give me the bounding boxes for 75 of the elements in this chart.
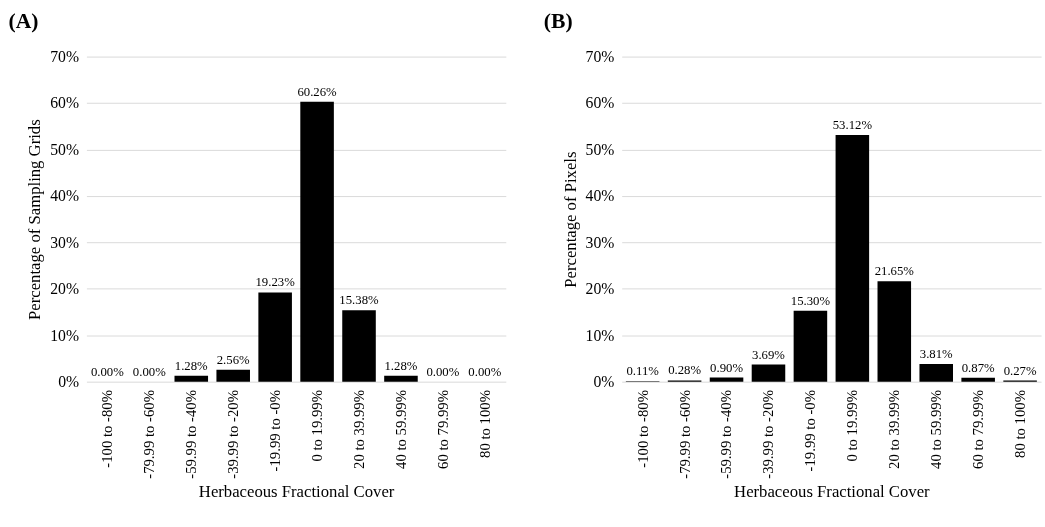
y-tick-label: 10% xyxy=(585,326,615,344)
x-tick-label: -19.99 to -0% xyxy=(802,390,819,472)
bar xyxy=(751,364,786,382)
y-tick-label: 20% xyxy=(50,280,80,298)
x-tick-label: -100 to -80% xyxy=(99,390,116,468)
y-tick-label: 40% xyxy=(50,187,80,205)
bar xyxy=(342,310,376,382)
x-tick-label: 40 to 59.99% xyxy=(392,390,409,469)
data-label: 0.00% xyxy=(426,364,460,379)
bar xyxy=(709,377,744,382)
x-tick-label: 20 to 39.99% xyxy=(886,390,903,469)
x-tick-label: 60 to 79.99% xyxy=(434,390,451,469)
bar xyxy=(835,134,870,382)
y-tick-label: 70% xyxy=(50,48,80,65)
x-tick-label: -19.99 to -0% xyxy=(267,390,284,472)
y-tick-label: 60% xyxy=(50,94,80,112)
x-tick-label: -59.99 to -40% xyxy=(718,390,735,479)
chart-title: (A) xyxy=(8,9,39,34)
bar xyxy=(216,369,250,382)
x-tick-label: -79.99 to -60% xyxy=(141,390,158,479)
y-tick-label: 0% xyxy=(593,373,615,391)
y-axis-title: Percentage of Sampling Grids xyxy=(25,119,45,320)
y-axis-title: Percentage of Pixels xyxy=(560,151,580,288)
bar xyxy=(300,101,334,382)
x-tick-label: -39.99 to -20% xyxy=(225,390,242,479)
x-tick-label: 80 to 100% xyxy=(1012,390,1029,458)
data-label: 15.30% xyxy=(790,293,831,308)
data-label: 53.12% xyxy=(832,118,873,133)
x-tick-label: -79.99 to -60% xyxy=(676,390,693,479)
data-label: 0.27% xyxy=(1003,363,1037,378)
y-tick-label: 10% xyxy=(50,326,80,344)
bar xyxy=(919,363,953,382)
data-label: 0.00% xyxy=(132,364,167,379)
x-tick-label: -59.99 to -40% xyxy=(183,390,200,479)
data-label: 15.38% xyxy=(339,293,380,308)
y-tick-label: 0% xyxy=(58,373,80,391)
chart-title: (B) xyxy=(543,9,573,34)
x-axis-title: Herbaceous Fractional Cover xyxy=(198,482,395,502)
y-tick-label: 50% xyxy=(585,140,615,158)
data-label: 3.69% xyxy=(752,347,786,362)
data-label: 0.90% xyxy=(710,360,744,375)
y-tick-label: 40% xyxy=(585,187,615,205)
y-tick-label: 60% xyxy=(585,94,615,112)
data-label: 1.28% xyxy=(384,358,418,373)
x-tick-label: 0 to 19.99% xyxy=(309,390,325,462)
x-tick-label: 40 to 59.99% xyxy=(928,390,945,469)
bar xyxy=(793,310,828,382)
y-tick-label: 30% xyxy=(585,233,615,251)
x-tick-label: -39.99 to -20% xyxy=(760,390,777,479)
data-label: 0.00% xyxy=(90,364,125,379)
y-tick-label: 70% xyxy=(585,48,615,65)
data-label: 1.28% xyxy=(174,358,209,373)
data-label: 0.00% xyxy=(468,364,502,379)
x-tick-label: -100 to -80% xyxy=(634,390,651,468)
data-label: 2.56% xyxy=(216,352,251,367)
x-tick-label: 20 to 39.99% xyxy=(350,390,367,469)
data-label: 19.23% xyxy=(255,275,296,290)
bar xyxy=(961,377,995,382)
y-tick-label: 30% xyxy=(50,233,80,251)
y-tick-label: 20% xyxy=(585,280,615,298)
bar xyxy=(258,292,292,382)
bar xyxy=(174,375,209,382)
x-tick-label: 80 to 100% xyxy=(476,390,493,458)
x-tick-label: 60 to 79.99% xyxy=(970,390,987,469)
data-label: 0.28% xyxy=(668,363,702,378)
bar xyxy=(384,375,418,382)
data-label: 0.11% xyxy=(626,364,660,379)
data-label: 3.81% xyxy=(919,347,954,362)
data-label: 60.26% xyxy=(297,84,338,99)
data-label: 0.87% xyxy=(961,360,996,375)
x-axis-title: Herbaceous Fractional Cover xyxy=(734,482,931,502)
data-label: 21.65% xyxy=(874,264,915,279)
x-tick-label: 0 to 19.99% xyxy=(844,390,861,462)
y-tick-label: 50% xyxy=(50,140,80,158)
bar xyxy=(877,281,912,382)
